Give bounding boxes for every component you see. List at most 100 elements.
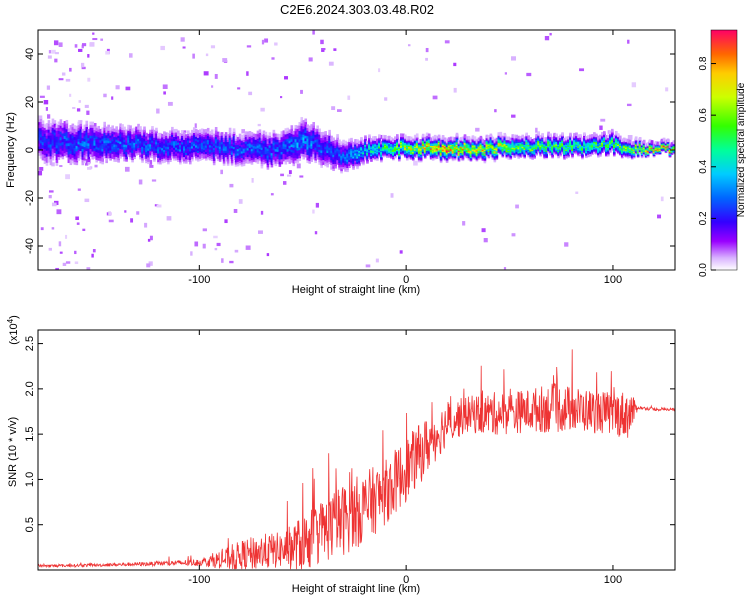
heatmap-cell xyxy=(264,159,268,164)
heatmap-cell xyxy=(330,159,333,163)
heatmap-cell xyxy=(157,160,160,165)
heatmap-cell xyxy=(256,130,260,135)
heatmap-cell xyxy=(129,144,132,148)
heatmap-cell xyxy=(310,145,314,149)
heatmap-speckle xyxy=(84,198,90,203)
heatmap-cell xyxy=(111,127,114,132)
heatmap-speckle xyxy=(266,253,270,257)
heatmap-cell xyxy=(274,148,278,152)
heatmap-cell xyxy=(179,150,182,154)
heatmap-cell xyxy=(230,138,234,142)
heatmap-cell xyxy=(202,144,206,148)
heatmap-speckle xyxy=(413,160,418,166)
heatmap-cell xyxy=(194,152,198,157)
heatmap-cell xyxy=(175,141,178,146)
heatmap-cell xyxy=(53,123,57,127)
heatmap-cell xyxy=(222,157,226,162)
heatmap-cell xyxy=(198,140,202,144)
heatmap-cell xyxy=(248,155,252,160)
heatmap-cell xyxy=(318,138,321,143)
heatmap-cell xyxy=(157,158,160,163)
heatmap-cell xyxy=(264,134,268,138)
heatmap-cell xyxy=(123,153,126,157)
heatmap-cell xyxy=(342,139,345,144)
heatmap-cell xyxy=(262,156,266,160)
heatmap-cell xyxy=(278,158,282,162)
heatmap-cell xyxy=(330,147,333,151)
heatmap-cell xyxy=(200,130,204,135)
heatmap-cell xyxy=(43,124,47,128)
heatmap-speckle xyxy=(494,109,497,113)
heatmap-cell xyxy=(159,139,162,143)
heatmap-speckle xyxy=(384,97,388,101)
heatmap-cell xyxy=(135,135,138,140)
heatmap-cell xyxy=(39,121,43,126)
heatmap-cell xyxy=(115,155,118,160)
heatmap-cell xyxy=(280,133,284,138)
heatmap-cell xyxy=(519,135,523,140)
heatmap-cell xyxy=(210,133,214,138)
heatmap-cell xyxy=(206,140,210,145)
heatmap-cell xyxy=(155,153,158,158)
heatmap-cell xyxy=(328,134,331,139)
heatmap-cell xyxy=(59,136,63,141)
heatmap-cell xyxy=(177,158,180,162)
heatmap-cell xyxy=(155,129,158,134)
heatmap-cell xyxy=(318,131,321,135)
heatmap-cell xyxy=(165,143,168,147)
heatmap-cell xyxy=(214,148,218,153)
heatmap-cell xyxy=(298,127,302,132)
heatmap-cell xyxy=(77,140,81,145)
heatmap-speckle xyxy=(59,165,63,168)
heatmap-cell xyxy=(268,151,272,155)
heatmap-cell xyxy=(181,140,184,145)
heatmap-speckle xyxy=(86,267,91,270)
heatmap-cell xyxy=(338,155,341,159)
heatmap-speckle xyxy=(229,183,234,188)
heatmap-cell xyxy=(153,138,156,143)
heatmap-cell xyxy=(67,145,71,149)
heatmap-cell xyxy=(354,139,357,143)
heatmap-cell xyxy=(264,148,268,152)
heatmap-cell xyxy=(185,134,188,138)
heatmap-cell xyxy=(292,130,296,135)
heatmap-cell xyxy=(248,159,252,164)
heatmap-cell xyxy=(220,151,224,156)
heatmap-cell xyxy=(376,138,379,143)
heatmap-cell xyxy=(575,132,578,137)
heatmap-cell xyxy=(282,147,286,152)
heatmap-cell xyxy=(129,137,132,141)
heatmap-cell xyxy=(312,124,316,129)
heatmap-cell xyxy=(206,151,210,156)
heatmap-cell xyxy=(115,158,118,162)
heatmap-cell xyxy=(218,143,222,147)
heatmap-speckle xyxy=(631,82,637,88)
heatmap-speckle xyxy=(261,39,265,45)
heatmap-cell xyxy=(352,145,355,150)
heatmap-cell xyxy=(226,140,230,145)
heatmap-cell xyxy=(585,136,588,140)
heatmap-cell xyxy=(268,153,272,158)
heatmap-cell xyxy=(246,140,250,144)
heatmap-cell xyxy=(198,144,202,149)
heatmap-cell xyxy=(196,155,200,160)
heatmap-cell xyxy=(155,145,158,149)
heatmap-cell xyxy=(43,145,47,149)
heatmap-cell xyxy=(63,149,67,154)
heatmap-cell xyxy=(272,151,276,155)
heatmap-cell xyxy=(117,134,120,139)
heatmap-cell xyxy=(264,141,268,145)
heatmap-cell xyxy=(57,138,61,143)
heatmap-cell xyxy=(85,142,89,146)
heatmap-cell xyxy=(157,152,160,156)
heatmap-cell xyxy=(350,141,353,146)
heatmap-cell xyxy=(147,160,150,165)
heatmap-cell xyxy=(185,136,188,140)
heatmap-cell xyxy=(298,141,302,145)
heatmap-cell xyxy=(322,146,325,151)
heatmap-cell xyxy=(503,132,507,137)
heatmap-cell xyxy=(167,158,170,163)
heatmap-cell xyxy=(129,148,132,153)
heatmap-cell xyxy=(173,133,176,137)
heatmap-cell xyxy=(563,137,566,142)
